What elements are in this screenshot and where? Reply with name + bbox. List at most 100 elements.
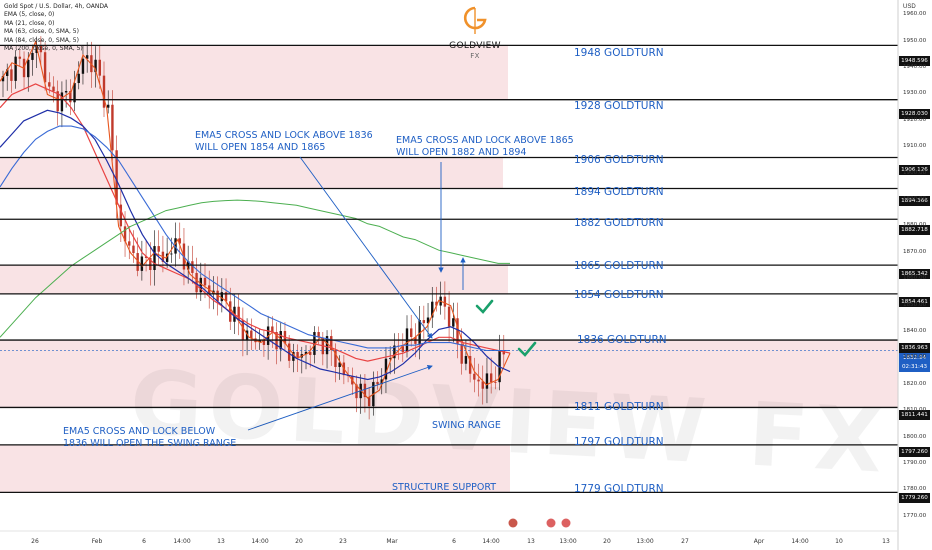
level-label-1854: 1854 GOLDTURN [574,289,664,301]
candle-body [435,301,438,306]
candle-body [309,351,312,355]
annotation-line: EMA5 CROSS AND LOCK ABOVE 1865 [396,135,574,146]
level-label-1811: 1811 GOLDTURN [574,401,664,413]
price-tag-1882: 1882.718 [899,225,930,235]
annotation-line: SWING RANGE [432,420,501,431]
x-tick-label: 14:00 [173,538,191,545]
zone-2 [0,265,508,294]
y-tick-label: 1830.00 [903,354,927,361]
zone-0 [0,45,508,100]
candle-body [388,358,392,360]
candle-body [494,382,497,383]
ma-line-2 [0,109,511,381]
level-label-1948: 1948 GOLDTURN [574,47,664,59]
candle-body [477,379,480,382]
price-tag-1811: 1811.441 [899,410,930,420]
y-tick-label: 1960.00 [903,11,927,18]
candle-body [191,261,194,273]
legend-ema5[interactable]: EMA (5, close, 0) [4,11,55,19]
x-tick-label: 20 [603,538,611,545]
candle-body [376,382,379,385]
x-tick-label: 13:00 [636,538,654,545]
candle-body [60,92,64,112]
price-tag-1928: 1928.030 [899,109,930,119]
y-tick-label: 1800.00 [903,433,927,440]
candle-body [115,150,118,205]
candle-body [195,272,198,293]
level-label-1928: 1928 GOLDTURN [574,100,664,112]
candle-body [39,45,43,53]
candle-body [334,350,337,368]
check-icon [475,299,494,314]
price-axis[interactable] [0,0,899,550]
candle-body [6,69,9,76]
legend-ma63[interactable]: MA (63, close, 0, SMA, 5) [4,28,79,36]
candle-body [64,91,68,93]
candle-body [367,397,371,407]
x-tick-label: Mar [386,538,398,545]
zone-4 [0,444,510,493]
candle-body [502,350,505,355]
chart-legend[interactable]: Gold Spot / U.S. Dollar, 4h, OANDA EMA (… [4,3,108,53]
price-tag-1854: 1854.461 [899,297,930,307]
candle-body [418,320,421,344]
candle-body [262,340,266,345]
y-tick-label: 1770.00 [903,512,927,519]
goldturn-levels [0,44,898,494]
y-tick-label: 1820.00 [903,380,927,387]
event-flag-icon [561,518,571,528]
symbol-title[interactable]: Gold Spot / U.S. Dollar, 4h, OANDA [4,3,108,10]
legend-ma200[interactable]: MA (200, close, 0, SMA, 5) [4,45,83,53]
level-label-1882: 1882 GOLDTURN [574,217,664,229]
candle-body [140,256,144,271]
x-tick-label: 6 [142,538,146,545]
x-tick-label: 13 [217,538,225,545]
candle-body [456,318,459,345]
x-tick-label: 20 [295,538,303,545]
price-tag-1836: 1836.963 [899,343,930,353]
y-tick-label: 1930.00 [903,90,927,97]
y-tick-label: 1900.00 [903,169,927,176]
price-tag-1894: 1894.366 [899,196,930,206]
candle-body [258,340,261,343]
y-tick-label: 1780.00 [903,486,927,493]
candle-body [73,83,76,103]
candle-body [199,277,202,293]
candle-body [94,59,97,73]
y-tick-label: 1950.00 [903,37,927,44]
price-tag-1797: 1797.260 [899,447,930,457]
price-tag-1865: 1865.342 [899,269,930,279]
x-tick-label: 13 [882,538,890,545]
y-tick-label: 1940.00 [903,64,927,71]
currency-label: USD [903,4,916,10]
candle-body [128,241,131,246]
x-tick-label: 14:00 [482,538,500,545]
x-tick-label: 27 [681,538,689,545]
candle-body [18,56,22,59]
level-label-1779: 1779 GOLDTURN [574,483,664,495]
candle-body [380,379,383,385]
x-tick-label: 26 [31,538,39,545]
ma-line-3 [0,125,510,352]
brand-logo: GOLDVIEW FX [445,6,505,61]
candle-body [384,358,388,380]
annotation-ema5-below: EMA5 CROSS AND LOCK BELOW 1836 WILL OPEN… [63,426,236,449]
candle-body [10,69,13,81]
candle-body [338,362,341,368]
candle-body [304,351,308,355]
check-icon [517,341,537,357]
legend-ma84[interactable]: MA (84, close, 0, SMA, 5) [4,36,79,44]
candle-body [241,320,245,341]
x-tick-label: Feb [91,538,103,545]
candle-body [355,384,358,399]
candle-body [317,332,320,338]
y-tick-label: 1850.00 [903,301,927,308]
ma-line-1 [0,83,511,362]
brand-suffix: FX [470,52,480,60]
x-tick-label: 10 [835,538,843,545]
annotation-line: 1836 WILL OPEN THE SWING RANGE [63,437,237,449]
x-tick-label: 13 [527,538,535,545]
candle-body [1,75,5,82]
legend-ma21[interactable]: MA (21, close, 0) [4,19,55,27]
